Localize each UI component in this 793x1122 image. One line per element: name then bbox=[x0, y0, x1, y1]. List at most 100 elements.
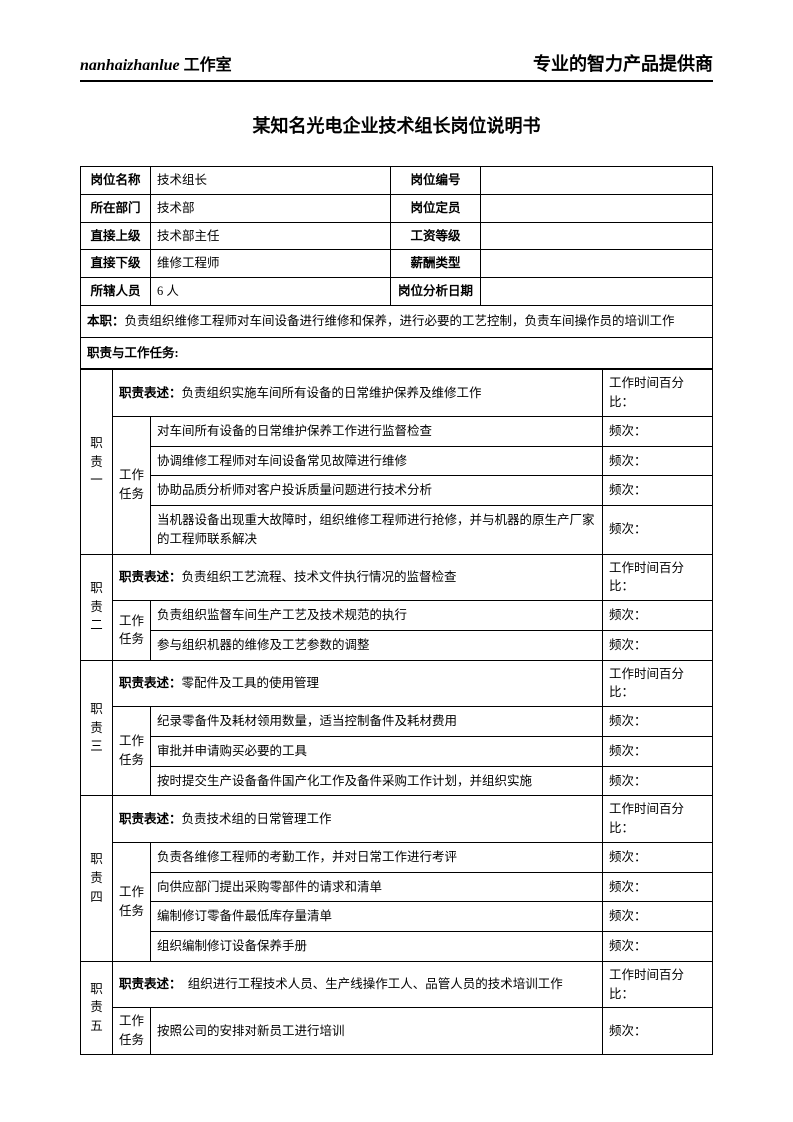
table-row: 工作任务 对车间所有设备的日常维护保养工作进行监督检查 频次： bbox=[81, 416, 713, 446]
time-percent-label: 工作时间百分比： bbox=[603, 554, 713, 601]
main-duty-label: 本职： bbox=[87, 314, 125, 328]
time-percent-label: 工作时间百分比： bbox=[603, 796, 713, 843]
label-salary-grade: 工资等级 bbox=[391, 222, 481, 250]
duty-desc-row: 职责表述：负责组织实施车间所有设备的日常维护保养及维修工作 bbox=[113, 370, 603, 417]
duty-desc-row: 职责表述：负责组织工艺流程、技术文件执行情况的监督检查 bbox=[113, 554, 603, 601]
desc-label: 职责表述： bbox=[119, 812, 182, 826]
duties-section-title: 职责与工作任务: bbox=[81, 337, 713, 369]
duty-3-task-2: 审批并申请购买必要的工具 bbox=[151, 736, 603, 766]
freq-label: 频次： bbox=[603, 766, 713, 796]
time-percent-label: 工作时间百分比： bbox=[603, 370, 713, 417]
duty-desc-row: 职责表述：负责技术组的日常管理工作 bbox=[113, 796, 603, 843]
duty-1-desc: 负责组织实施车间所有设备的日常维护保养及维修工作 bbox=[182, 386, 482, 400]
desc-label: 职责表述： bbox=[119, 570, 182, 584]
duty-1-task-3: 协助品质分析师对客户投诉质量问题进行技术分析 bbox=[151, 476, 603, 506]
freq-label: 频次： bbox=[603, 842, 713, 872]
table-row: 工作任务 纪录零备件及耗材领用数量，适当控制备件及耗材费用 频次： bbox=[81, 707, 713, 737]
table-row: 工作任务 负责各维修工程师的考勤工作，并对日常工作进行考评 频次： bbox=[81, 842, 713, 872]
value-position-name: 技术组长 bbox=[151, 167, 391, 195]
duty-number-1: 职责一 bbox=[81, 370, 113, 554]
duty-number-2: 职责二 bbox=[81, 554, 113, 660]
freq-label: 频次： bbox=[603, 601, 713, 631]
duty-5-desc: 组织进行工程技术人员、生产线操作工人、品管人员的技术培训工作 bbox=[175, 977, 563, 991]
document-title: 某知名光电企业技术组长岗位说明书 bbox=[80, 112, 713, 138]
task-label-4: 工作任务 bbox=[113, 842, 151, 961]
table-row: 协助品质分析师对客户投诉质量问题进行技术分析 频次： bbox=[81, 476, 713, 506]
duty-4-task-3: 编制修订零备件最低库存量清单 bbox=[151, 902, 603, 932]
freq-label: 频次： bbox=[603, 630, 713, 660]
value-staff: 6 人 bbox=[151, 278, 391, 306]
duty-4-task-2: 向供应部门提出采购零部件的请求和清单 bbox=[151, 872, 603, 902]
duty-desc-row: 职责表述： 组织进行工程技术人员、生产线操作工人、品管人员的技术培训工作 bbox=[113, 961, 603, 1008]
value-salary-grade bbox=[481, 222, 713, 250]
label-position-name: 岗位名称 bbox=[81, 167, 151, 195]
desc-label: 职责表述： bbox=[119, 977, 175, 991]
label-headcount: 岗位定员 bbox=[391, 194, 481, 222]
label-subordinate: 直接下级 bbox=[81, 250, 151, 278]
duty-3-task-3: 按时提交生产设备备件国产化工作及备件采购工作计划，并组织实施 bbox=[151, 766, 603, 796]
table-row: 直接上级 技术部主任 工资等级 bbox=[81, 222, 713, 250]
freq-label: 频次： bbox=[603, 1008, 713, 1055]
duty-4-desc: 负责技术组的日常管理工作 bbox=[182, 812, 332, 826]
duty-number-3: 职责三 bbox=[81, 660, 113, 796]
duty-4-task-4: 组织编制修订设备保养手册 bbox=[151, 932, 603, 962]
task-label-2: 工作任务 bbox=[113, 601, 151, 661]
label-pay-type: 薪酬类型 bbox=[391, 250, 481, 278]
task-label-3: 工作任务 bbox=[113, 707, 151, 796]
page-header: nanhaizhanlue 工作室 专业的智力产品提供商 bbox=[80, 50, 713, 82]
table-row: 职责四 职责表述：负责技术组的日常管理工作 工作时间百分比： bbox=[81, 796, 713, 843]
duty-2-task-1: 负责组织监督车间生产工艺及技术规范的执行 bbox=[151, 601, 603, 631]
duty-number-5: 职责五 bbox=[81, 961, 113, 1054]
freq-label: 频次： bbox=[603, 446, 713, 476]
freq-label: 频次： bbox=[603, 902, 713, 932]
header-right: 专业的智力产品提供商 bbox=[533, 50, 713, 76]
duty-1-task-4: 当机器设备出现重大故障时，组织维修工程师进行抢修，并与机器的原生产厂家的工程师联… bbox=[151, 506, 603, 555]
value-superior: 技术部主任 bbox=[151, 222, 391, 250]
brand-name: nanhaizhanlue bbox=[80, 57, 180, 74]
table-row: 所在部门 技术部 岗位定员 bbox=[81, 194, 713, 222]
main-duty-row: 本职：负责组织维修工程师对车间设备进行维修和保养，进行必要的工艺控制，负责车间操… bbox=[81, 305, 713, 337]
desc-label: 职责表述： bbox=[119, 676, 182, 690]
label-staff: 所辖人员 bbox=[81, 278, 151, 306]
freq-label: 频次： bbox=[603, 416, 713, 446]
table-row: 工作任务 负责组织监督车间生产工艺及技术规范的执行 频次： bbox=[81, 601, 713, 631]
value-position-code bbox=[481, 167, 713, 195]
duty-3-task-1: 纪录零备件及耗材领用数量，适当控制备件及耗材费用 bbox=[151, 707, 603, 737]
duty-3-desc: 零配件及工具的使用管理 bbox=[182, 676, 320, 690]
info-table: 岗位名称 技术组长 岗位编号 所在部门 技术部 岗位定员 直接上级 技术部主任 … bbox=[80, 166, 713, 369]
table-row: 职责与工作任务: bbox=[81, 337, 713, 369]
duty-5-task-1: 按照公司的安排对新员工进行培训 bbox=[151, 1008, 603, 1055]
duty-number-4: 职责四 bbox=[81, 796, 113, 962]
table-row: 职责三 职责表述：零配件及工具的使用管理 工作时间百分比： bbox=[81, 660, 713, 707]
table-row: 编制修订零备件最低库存量清单 频次： bbox=[81, 902, 713, 932]
freq-label: 频次： bbox=[603, 872, 713, 902]
value-analysis-date bbox=[481, 278, 713, 306]
duty-desc-row: 职责表述：零配件及工具的使用管理 bbox=[113, 660, 603, 707]
freq-label: 频次： bbox=[603, 506, 713, 555]
duty-2-desc: 负责组织工艺流程、技术文件执行情况的监督检查 bbox=[182, 570, 457, 584]
task-label-5: 工作任务 bbox=[113, 1008, 151, 1055]
label-superior: 直接上级 bbox=[81, 222, 151, 250]
freq-label: 频次： bbox=[603, 736, 713, 766]
table-row: 直接下级 维修工程师 薪酬类型 bbox=[81, 250, 713, 278]
table-row: 职责一 职责表述：负责组织实施车间所有设备的日常维护保养及维修工作 工作时间百分… bbox=[81, 370, 713, 417]
table-row: 参与组织机器的维修及工艺参数的调整 频次： bbox=[81, 630, 713, 660]
value-department: 技术部 bbox=[151, 194, 391, 222]
freq-label: 频次： bbox=[603, 932, 713, 962]
label-department: 所在部门 bbox=[81, 194, 151, 222]
table-row: 组织编制修订设备保养手册 频次： bbox=[81, 932, 713, 962]
desc-label: 职责表述： bbox=[119, 386, 182, 400]
main-duty-text: 负责组织维修工程师对车间设备进行维修和保养，进行必要的工艺控制，负责车间操作员的… bbox=[125, 314, 675, 328]
table-row: 所辖人员 6 人 岗位分析日期 bbox=[81, 278, 713, 306]
table-row: 协调维修工程师对车间设备常见故障进行维修 频次： bbox=[81, 446, 713, 476]
freq-label: 频次： bbox=[603, 707, 713, 737]
time-percent-label: 工作时间百分比： bbox=[603, 961, 713, 1008]
duty-2-task-2: 参与组织机器的维修及工艺参数的调整 bbox=[151, 630, 603, 660]
duty-4-task-1: 负责各维修工程师的考勤工作，并对日常工作进行考评 bbox=[151, 842, 603, 872]
task-label-1: 工作任务 bbox=[113, 416, 151, 554]
duty-1-task-2: 协调维修工程师对车间设备常见故障进行维修 bbox=[151, 446, 603, 476]
value-pay-type bbox=[481, 250, 713, 278]
time-percent-label: 工作时间百分比： bbox=[603, 660, 713, 707]
table-row: 向供应部门提出采购零部件的请求和清单 频次： bbox=[81, 872, 713, 902]
table-row: 工作任务 按照公司的安排对新员工进行培训 频次： bbox=[81, 1008, 713, 1055]
